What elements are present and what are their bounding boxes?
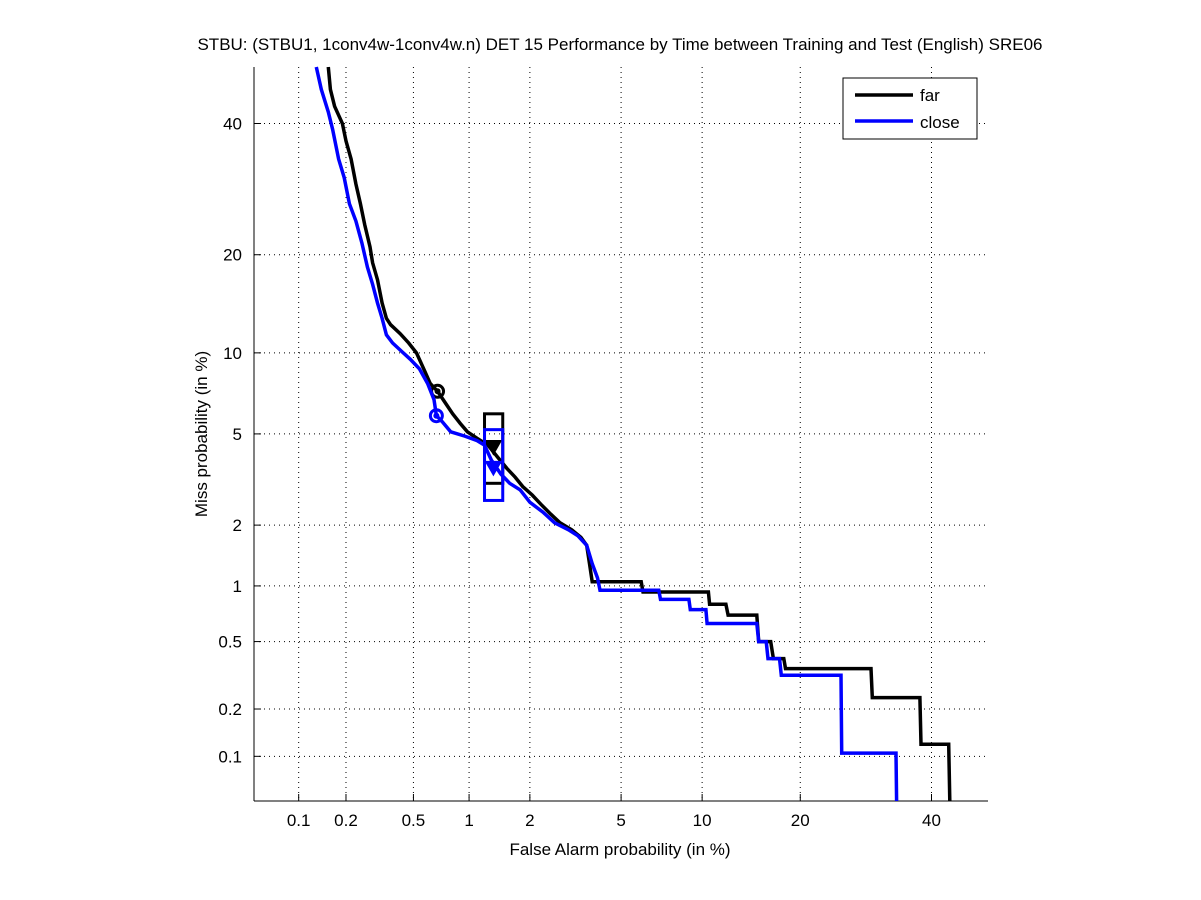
legend-label-far: far (920, 86, 940, 105)
series-close (314, 66, 899, 802)
y-tick-label: 1 (233, 577, 242, 596)
y-axis-ticks: 0.1 0.2 0.5 1 2 5 10 20 40 (218, 115, 261, 766)
y-tick-label: 40 (223, 115, 242, 134)
y-tick-label: 20 (223, 246, 242, 265)
min-dcf-marker-dot-close (433, 412, 440, 419)
y-tick-label: 0.1 (218, 747, 242, 766)
min-dcf-marker-dot-far (434, 388, 441, 395)
x-tick-label: 10 (693, 811, 712, 830)
y-tick-label: 0.2 (218, 700, 242, 719)
confidence-box-close (483, 428, 505, 502)
x-tick-label: 5 (616, 811, 625, 830)
legend-box (842, 77, 978, 140)
min-dcf-marker-close (428, 408, 444, 424)
x-tick-label: 40 (922, 811, 941, 830)
legend: far close (842, 77, 978, 140)
legend-label-close: close (920, 113, 960, 132)
act-dcf-marker-close (484, 460, 503, 477)
y-tick-label: 10 (223, 344, 242, 363)
det-curve-close (314, 66, 899, 802)
y-axis-label: Miss probability (in %) (192, 351, 211, 517)
chart-title: STBU: (STBU1, 1conv4w-1conv4w.n) DET 15 … (197, 35, 1042, 54)
x-axis-label: False Alarm probability (in %) (509, 840, 730, 859)
act-dcf-marker-far (484, 440, 503, 456)
x-tick-label: 2 (525, 811, 534, 830)
x-tick-label: 0.2 (334, 811, 358, 830)
series-group (314, 66, 952, 802)
x-axis-ticks: 0.1 0.2 0.5 1 2 5 10 20 40 (287, 794, 941, 830)
x-tick-label: 0.1 (287, 811, 311, 830)
x-tick-label: 1 (464, 811, 473, 830)
y-tick-label: 0.5 (218, 633, 242, 652)
y-tick-label: 5 (233, 425, 242, 444)
x-tick-label: 0.5 (402, 811, 426, 830)
y-tick-label: 2 (233, 516, 242, 535)
x-tick-label: 20 (791, 811, 810, 830)
